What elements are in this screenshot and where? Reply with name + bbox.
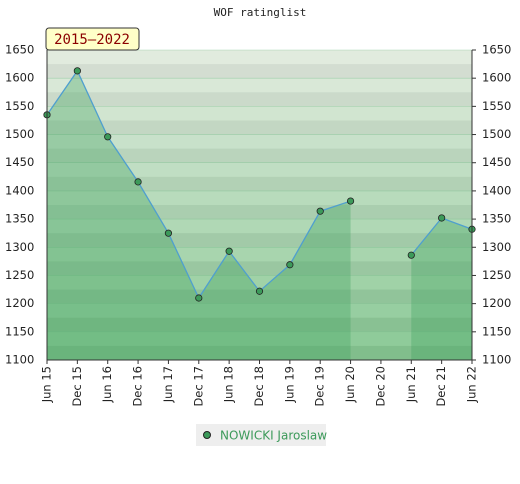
- legend-marker: [203, 431, 211, 439]
- x-tick-label: Dec 20: [373, 366, 387, 407]
- y2-tick-label: 1500: [482, 127, 511, 141]
- point: [316, 207, 324, 215]
- band: [47, 317, 472, 333]
- x-tick-label: Dec 21: [434, 366, 448, 407]
- band: [47, 120, 472, 136]
- x-tick-label: Jun 20: [343, 366, 357, 403]
- band: [47, 247, 472, 262]
- y-tick-label: 1600: [5, 71, 34, 85]
- band: [47, 289, 472, 305]
- band: [47, 275, 472, 291]
- annotation-box: 2015–2022: [45, 27, 140, 51]
- y2-tick-label: 1100: [482, 353, 511, 367]
- band: [47, 331, 472, 347]
- band: [47, 190, 472, 206]
- y-tick-label: 1400: [5, 183, 34, 197]
- point: [73, 67, 81, 75]
- y2-tick-label: 1600: [482, 71, 511, 85]
- annotation: 2015–2022: [54, 32, 130, 48]
- x-tick-label: Dec 16: [131, 366, 145, 407]
- y-tick-label: 1200: [5, 296, 34, 310]
- y-tick-label: 1550: [5, 99, 34, 113]
- y2-tick-label: 1400: [482, 183, 511, 197]
- x-tick-label: Jun 21: [404, 366, 418, 403]
- band: [47, 345, 472, 361]
- band: [47, 261, 472, 276]
- point: [255, 287, 264, 295]
- x-tick-label: Jun 17: [161, 366, 175, 403]
- legend-box: [196, 424, 326, 446]
- x-tick-label: Jun 19: [282, 366, 296, 403]
- band: [47, 92, 472, 107]
- x-tick-label: Dec 18: [252, 366, 266, 407]
- legend-label: NOWICKI Jaroslaw: [220, 429, 327, 443]
- x-tick-label: Jun 18: [222, 366, 236, 403]
- y-tick-label: 1150: [5, 324, 34, 338]
- band: [47, 106, 472, 121]
- x-tick-label: Jun 22: [465, 366, 479, 403]
- y-tick-label: 1650: [5, 43, 34, 57]
- y2-tick-label: 1450: [482, 155, 511, 169]
- y-tick-label: 1500: [5, 127, 34, 141]
- y2-tick-label: 1550: [482, 99, 511, 113]
- point: [407, 251, 415, 259]
- plot: [43, 67, 476, 360]
- annotation-frame: [45, 27, 140, 51]
- x-tick-label: Dec 17: [191, 366, 205, 407]
- x-tick-label: Dec 15: [70, 366, 84, 407]
- y2-tick-label: 1300: [482, 240, 511, 254]
- point: [346, 197, 355, 205]
- point: [134, 178, 142, 186]
- y-tick-label: 1350: [5, 212, 34, 226]
- point: [195, 294, 203, 302]
- band: [47, 162, 472, 178]
- plot-background: [47, 49, 472, 361]
- y2-tick-label: 1150: [482, 324, 511, 338]
- band: [47, 50, 472, 65]
- band: [47, 148, 472, 164]
- y2-tick-label: 1350: [482, 212, 511, 226]
- y-tick-label: 1250: [5, 268, 34, 282]
- band: [47, 64, 472, 79]
- y2-tick-label: 1650: [482, 43, 511, 57]
- point: [164, 229, 173, 237]
- y-tick-label: 1100: [5, 353, 34, 367]
- point: [438, 214, 446, 222]
- y2-tick-label: 1250: [482, 268, 511, 282]
- point: [104, 133, 112, 141]
- band: [47, 303, 472, 319]
- x-tick-label: Jun 15: [40, 366, 54, 403]
- y2-tick-label: 1200: [482, 296, 511, 310]
- band: [47, 219, 472, 234]
- x-tick-label: Jun 16: [100, 366, 114, 403]
- point: [225, 247, 233, 255]
- band: [47, 134, 472, 150]
- area: [411, 217, 472, 360]
- band: [47, 233, 472, 248]
- band: [47, 176, 472, 192]
- band: [47, 78, 472, 93]
- y-tick-label: 1450: [5, 155, 34, 169]
- legend: NOWICKI Jaroslaw: [196, 424, 327, 446]
- x-tick-label: Dec 19: [313, 366, 327, 407]
- point: [286, 261, 294, 269]
- chart-title: WOF ratinglist: [214, 6, 307, 19]
- area: [47, 70, 351, 360]
- y-tick-label: 1300: [5, 240, 34, 254]
